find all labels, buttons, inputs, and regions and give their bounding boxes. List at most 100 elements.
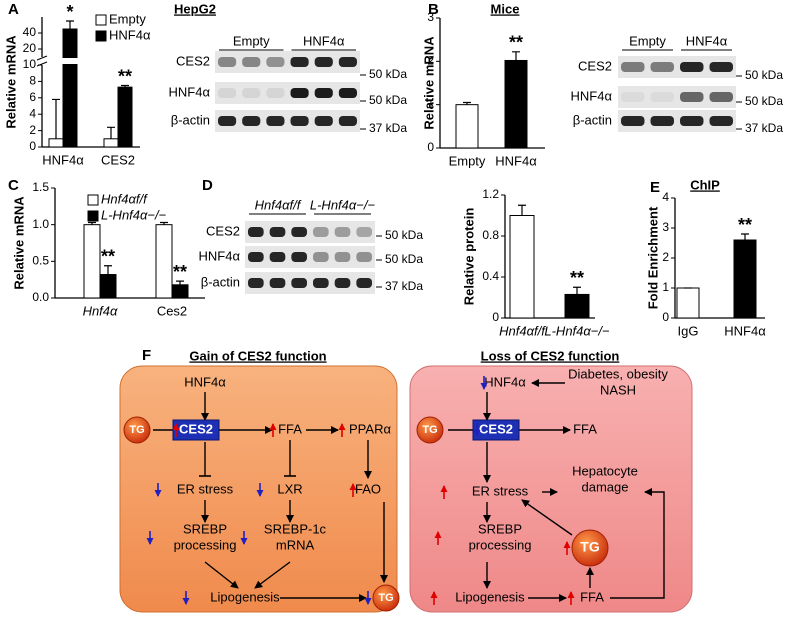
band (621, 62, 645, 72)
x-tick-label: IgG (678, 323, 699, 338)
node-label: TG (580, 539, 600, 555)
panel-label: F (142, 347, 151, 364)
y-tick-label: 10 (23, 57, 37, 71)
band (334, 227, 351, 237)
band (680, 62, 704, 72)
bar (676, 287, 700, 319)
y-axis-label: Relative mRNA (11, 196, 26, 290)
y-tick-label: 2 (29, 123, 36, 137)
diagram-title: Gain of CES2 function (189, 348, 326, 363)
marker-label: 37 kDa (369, 121, 407, 135)
band (680, 92, 704, 102)
marker-label: 37 kDa (385, 279, 423, 293)
blot-group-label: HNF4α (686, 33, 728, 48)
band (242, 57, 261, 67)
y-tick-label: 1 (427, 97, 434, 111)
y-tick-label: 40 (23, 25, 37, 39)
significance: ** (173, 262, 187, 282)
blot-strip (618, 56, 736, 78)
blot-strip (618, 110, 736, 132)
error-bar (107, 126, 115, 139)
node-label: Diabetes, obesity (568, 366, 668, 381)
legend-label: HNF4α (109, 27, 151, 42)
arrow (204, 561, 239, 589)
bar (155, 224, 173, 299)
y-axis-label: Relative protein (461, 208, 476, 306)
bar (504, 59, 528, 149)
blot-group-label: Empty (233, 33, 270, 48)
chart-title: ChIP (690, 177, 720, 192)
band (291, 278, 307, 288)
blot-row-label: β-actin (573, 112, 612, 127)
legend-swatch (87, 210, 99, 222)
legend-label: Hnf4αf/f (101, 191, 148, 206)
ces2-box (172, 419, 220, 441)
band (290, 116, 309, 126)
error-bar (176, 280, 184, 285)
band (314, 116, 333, 126)
x-tick-label: CES2 (101, 152, 135, 167)
node-label: FFA (580, 589, 604, 604)
y-tick-label: 1 (662, 280, 669, 294)
arrow (610, 488, 665, 599)
y-tick-label: 0.0 (32, 290, 49, 304)
significance: ** (509, 33, 523, 53)
bar (48, 138, 64, 148)
panel-label: A (8, 1, 19, 18)
band (334, 252, 351, 262)
node-label: FFA (573, 421, 597, 436)
band (291, 252, 307, 262)
panel-label: C (8, 177, 19, 194)
tg-circle (571, 529, 609, 567)
band (218, 57, 237, 67)
blot-strip (215, 110, 360, 132)
bar (117, 86, 133, 148)
node-label: PPARα (349, 421, 391, 436)
error-bar (573, 286, 581, 295)
y-axis-label: Relative mRNA (421, 36, 436, 130)
band (290, 57, 309, 67)
bar (455, 104, 479, 149)
marker-label: 50 kDa (745, 68, 783, 82)
blot-row-label: HNF4α (169, 84, 211, 99)
band (356, 278, 372, 288)
marker-label: 50 kDa (385, 228, 423, 242)
legend-swatch (95, 14, 107, 26)
bar (171, 284, 189, 299)
y-tick-label: 0 (29, 139, 36, 153)
blot-row-label: β-actin (171, 112, 210, 127)
error-bar (512, 51, 520, 61)
marker-label: 50 kDa (385, 252, 423, 266)
band (218, 88, 237, 98)
y-axis-label: Fold Enrichment (645, 206, 660, 309)
error-bar (121, 84, 129, 88)
node-label: LXR (277, 481, 302, 496)
legend-swatch (95, 30, 107, 42)
significance: ** (101, 246, 115, 266)
node-label: mRNA (276, 537, 315, 552)
marker-label: 50 kDa (369, 67, 407, 81)
band (313, 227, 329, 237)
blot-group-label: HNF4α (303, 33, 345, 48)
y-tick-label: 1.5 (32, 180, 49, 194)
axis-break (36, 55, 48, 67)
bar (733, 239, 757, 319)
bar (99, 274, 117, 299)
blot-strip (618, 86, 736, 108)
band (248, 278, 264, 288)
x-tick-label: Ces2 (157, 303, 187, 318)
node-label: CES2 (179, 421, 213, 436)
y-tick-label: 0.8 (482, 228, 499, 242)
node-label: processing (174, 537, 237, 552)
node-label: processing (469, 537, 532, 552)
band (242, 116, 261, 126)
y-tick-label: 20 (23, 41, 37, 55)
node-label: Hepatocyte (572, 463, 638, 478)
node-label: ER stress (177, 481, 234, 496)
band (338, 88, 357, 98)
band (266, 116, 285, 126)
error-bar (518, 204, 526, 216)
marker-label: 50 kDa (745, 94, 783, 108)
node-label: TG (378, 592, 393, 604)
band (338, 57, 357, 67)
